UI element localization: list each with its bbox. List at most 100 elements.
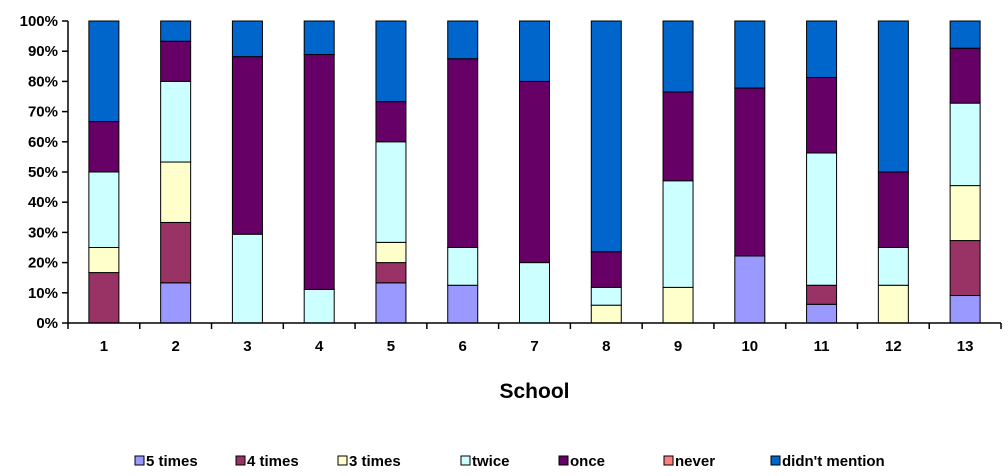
bar-segment-school-10-series-4 [734,87,766,257]
bars-group [88,20,981,324]
y-tick-label: 80% [28,73,58,90]
x-tick-label: 9 [674,338,682,355]
bar-segment-school-8-series-2 [590,304,622,324]
x-tick-label: 4 [315,338,324,355]
bar-segment-school-4-series-4 [303,54,335,290]
y-tick-label: 100% [20,13,58,30]
bar-segment-school-12-series-6 [877,20,909,173]
bar-segment-school-5-series-2 [375,241,407,264]
x-tick-label: 8 [602,338,610,355]
bar-segment-school-11-series-6 [806,20,838,78]
x-tick-label: 12 [885,338,902,355]
x-tick-label: 1 [100,338,108,355]
bar-segment-school-3-series-3 [231,233,263,324]
bar-segment-school-12-series-4 [877,171,909,248]
bar-segment-school-11-series-1 [806,284,838,305]
bar-segment-school-3-series-6 [231,20,263,58]
bar-segment-school-2-series-6 [160,20,192,42]
y-ticks: 0% 10% 20% 30% 40% 50% 60% 70% 80% 90% 100% [20,13,68,332]
x-tick-label: 5 [387,338,395,355]
bar-segment-school-8-series-3 [590,286,622,306]
legend-swatch [337,455,348,466]
legend-label: twice [472,453,510,470]
x-tick-label: 13 [957,338,974,355]
bar-segment-school-5-series-3 [375,141,407,243]
bar-segment-school-6-series-6 [447,20,479,60]
bar-segment-school-13-series-3 [949,102,981,187]
bar-segment-school-9-series-2 [662,286,694,324]
x-tick-label: 11 [814,338,830,355]
legend-label: once [570,453,605,470]
y-tick-label: 70% [28,104,58,121]
y-tick-label: 10% [28,285,58,302]
bar-segment-school-12-series-2 [877,284,909,324]
x-ticks: 1 2 3 4 5 6 7 8 9 10 11 12 13 [67,323,1002,355]
y-tick-label: 90% [28,43,58,60]
bar-segment-school-6-series-3 [447,247,479,286]
bar-segment-school-13-series-2 [949,185,981,242]
bar-segment-school-7-series-3 [519,262,550,324]
legend-label: didn't mention [782,453,885,470]
bar-segment-school-13-series-4 [949,47,981,104]
bar-segment-school-11-series-3 [806,152,838,286]
bar-segment-school-13-series-0 [949,295,981,324]
bar-segment-school-9-series-6 [662,20,694,93]
bar-segment-school-13-series-6 [949,20,981,49]
bar-segment-school-1-series-4 [88,121,120,173]
bar-segment-school-2-series-3 [160,80,192,163]
bar-segment-school-2-series-1 [160,221,192,284]
bar-segment-school-7-series-4 [519,80,550,264]
bar-segment-school-9-series-4 [662,91,694,182]
bar-segment-school-2-series-4 [160,40,192,82]
bar-segment-school-10-series-6 [734,20,766,89]
y-tick-label: 0% [36,315,58,332]
legend-label: 3 times [349,453,401,470]
bar-segment-school-5-series-1 [375,262,407,284]
bar-segment-school-10-series-0 [734,255,766,324]
bar-segment-school-5-series-0 [375,282,407,324]
bar-segment-school-8-series-4 [590,251,622,288]
x-tick-label: 3 [243,338,251,355]
bar-segment-school-11-series-0 [806,303,838,324]
legend-label: 5 times [146,453,198,470]
bar-segment-school-11-series-4 [806,76,838,154]
bar-segment-school-6-series-0 [447,284,479,324]
y-tick-label: 60% [28,134,58,151]
bar-segment-school-1-series-1 [88,272,120,324]
legend-swatch [460,455,471,466]
bar-segment-school-1-series-3 [88,171,120,248]
bar-segment-school-1-series-2 [88,247,120,274]
bar-segment-school-4-series-6 [303,20,335,56]
bar-segment-school-5-series-6 [375,20,407,103]
legend-label: 4 times [247,453,299,470]
legend-swatch [770,455,781,466]
y-tick-label: 20% [28,255,58,272]
y-tick-label: 40% [28,194,58,211]
bar-segment-school-8-series-6 [590,20,622,253]
legend-swatch [235,455,246,466]
x-tick-label: 10 [741,338,758,355]
bar-segment-school-2-series-0 [160,282,192,324]
bar-segment-school-2-series-2 [160,161,192,223]
y-tick-label: 30% [28,224,58,241]
bar-segment-school-4-series-3 [303,288,335,324]
x-axis-title: School [499,380,569,403]
bar-segment-school-1-series-6 [88,20,120,123]
bar-segment-school-13-series-1 [949,240,981,297]
bar-segment-school-5-series-4 [375,101,407,143]
legend-label: never [675,453,715,470]
bar-segment-school-9-series-3 [662,180,694,288]
x-tick-label: 7 [530,338,538,355]
bar-segment-school-6-series-4 [447,58,479,248]
legend-swatch [663,455,674,466]
x-tick-label: 6 [459,338,467,355]
legend-swatch [134,455,145,466]
legend: 5 times 4 times 3 times twice once never didn'… [134,453,885,470]
legend-swatch [558,455,569,466]
bar-segment-school-7-series-6 [519,20,550,82]
bar-segment-school-3-series-4 [231,56,263,235]
y-tick-label: 50% [28,164,58,181]
bar-segment-school-12-series-3 [877,247,909,286]
x-tick-label: 2 [171,338,179,355]
